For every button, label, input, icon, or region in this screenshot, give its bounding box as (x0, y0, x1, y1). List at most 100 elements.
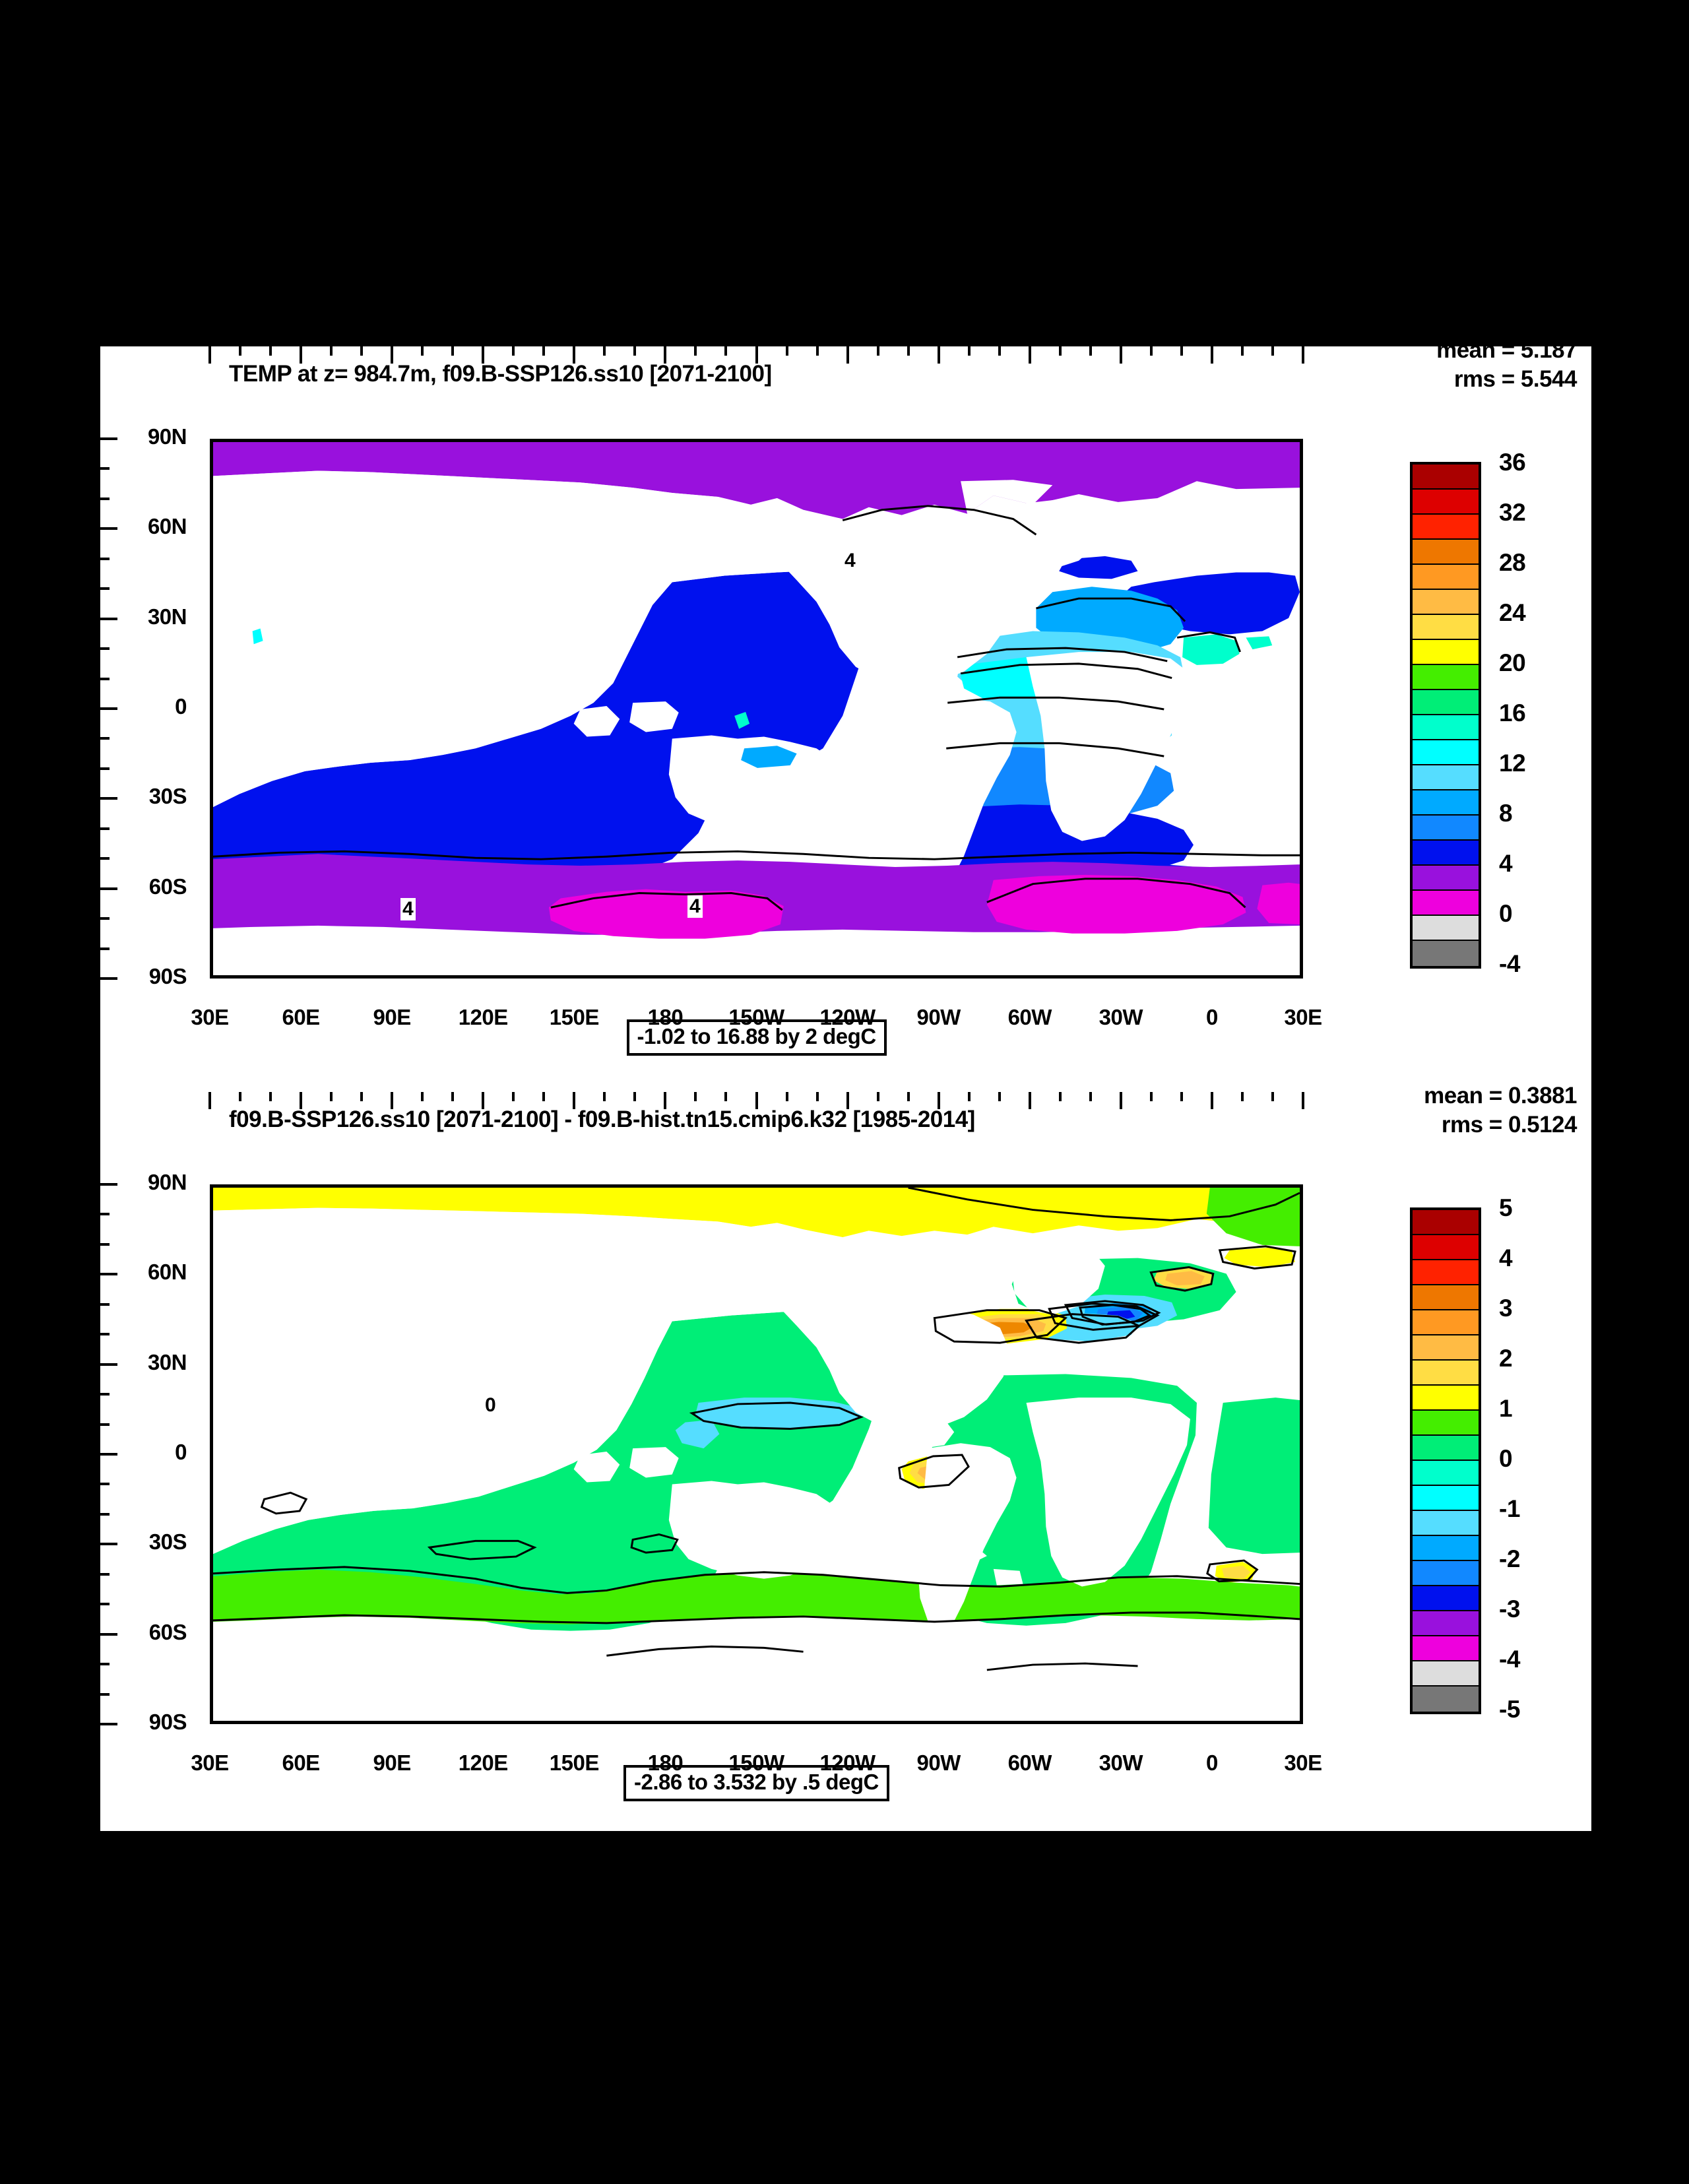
y-axis-label-1-6: 90S (148, 964, 187, 988)
x-tick-minor (239, 1092, 242, 1101)
x-tick-major (846, 1092, 849, 1109)
x-tick-minor (512, 346, 515, 356)
y-tick-minor (100, 737, 110, 740)
colorbar-tick-label: 8 (1499, 800, 1513, 827)
x-tick-minor (512, 1092, 515, 1101)
colorbar-segment (1413, 1210, 1479, 1235)
colorbar-segment (1413, 790, 1479, 816)
figure-sheet: TEMP at z= 984.7m, f09.B-SSP126.ss10 [20… (100, 337, 1591, 1831)
y-tick-minor (100, 767, 110, 770)
x-tick-minor (603, 346, 606, 356)
y-axis-label-2-5: 60S (148, 1619, 187, 1644)
x-tick-minor (876, 1092, 879, 1101)
x-tick-minor (542, 346, 546, 356)
x-tick-minor (1149, 346, 1153, 356)
y-tick-major (100, 437, 117, 440)
panel1-map (213, 442, 1300, 975)
y-tick-major (100, 1543, 117, 1546)
x-tick-minor (907, 346, 910, 356)
x-tick-minor (633, 1092, 637, 1101)
y-tick-minor (100, 827, 110, 830)
colorbar-segment (1413, 740, 1479, 765)
panel1-map-frame (210, 439, 1303, 979)
y-tick-major (100, 977, 117, 980)
colorbar-tick-label: 0 (1499, 900, 1513, 927)
panel2-colorbar (1410, 1207, 1481, 1714)
panel1-title: TEMP at z= 984.7m, f09.B-SSP126.ss10 [20… (229, 361, 772, 387)
x-tick-major (1302, 346, 1304, 364)
x-tick-major (208, 346, 211, 364)
x-tick-minor (694, 346, 697, 356)
y-tick-major (100, 1183, 117, 1186)
colorbar-segment (1413, 540, 1479, 565)
y-axis-label-1-2: 30N (147, 604, 187, 629)
colorbar-tick-label: 0 (1499, 1445, 1513, 1472)
y-axis-label-2-4: 30S (148, 1529, 187, 1555)
x-axis-label-1-10: 30W (1099, 1005, 1143, 1029)
colorbar-segment (1413, 1260, 1479, 1285)
y-tick-minor (100, 1333, 110, 1336)
colorbar-segment (1413, 841, 1479, 866)
colorbar-segment (1413, 1411, 1479, 1436)
y-axis-label-2-0: 90N (147, 1170, 187, 1194)
y-tick-minor (100, 857, 110, 860)
colorbar-tick-label: -4 (1499, 950, 1520, 977)
x-tick-major (664, 346, 667, 364)
colorbar-segment (1413, 816, 1479, 841)
x-tick-major (755, 346, 758, 364)
x-tick-minor (269, 1092, 272, 1101)
x-tick-minor (330, 346, 333, 356)
x-tick-minor (633, 346, 637, 356)
y-tick-major (100, 1723, 117, 1725)
x-tick-minor (1240, 346, 1244, 356)
x-axis-label-2-8: 90W (916, 1750, 961, 1775)
y-tick-minor (100, 1663, 110, 1666)
colorbar-segment (1413, 1536, 1479, 1561)
y-axis-label-2-3: 0 (175, 1440, 187, 1464)
x-tick-minor (967, 1092, 971, 1101)
x-axis-label-2-4: 150E (549, 1750, 600, 1775)
x-axis-label-1-2: 90E (373, 1005, 412, 1029)
x-axis-label-2-1: 60E (282, 1750, 320, 1775)
colorbar-segment (1413, 1686, 1479, 1712)
colorbar-segment (1413, 515, 1479, 540)
colorbar-segment (1413, 1561, 1479, 1586)
y-tick-major (100, 707, 117, 710)
colorbar-tick-label: 4 (1499, 850, 1513, 877)
colorbar-segment (1413, 1486, 1479, 1511)
panel1-rms: rms = 5.544 (1453, 366, 1577, 392)
x-tick-minor (451, 1092, 455, 1101)
x-tick-minor (1089, 346, 1092, 356)
x-tick-minor (330, 1092, 333, 1101)
y-tick-minor (100, 1213, 110, 1216)
panel1-contour-label-2: 4 (687, 895, 703, 918)
colorbar-tick-label: 28 (1499, 549, 1526, 576)
x-tick-major (1210, 346, 1213, 364)
y-tick-major (100, 887, 117, 890)
y-tick-major (100, 527, 117, 530)
colorbar-tick-label: 36 (1499, 449, 1526, 476)
colorbar-segment (1413, 1461, 1479, 1486)
y-tick-minor (100, 1302, 110, 1306)
y-axis-label-1-4: 30S (148, 784, 187, 809)
colorbar-tick-label: -1 (1499, 1495, 1520, 1522)
x-tick-minor (1089, 1092, 1092, 1101)
y-axis-label-2-6: 90S (148, 1710, 187, 1734)
y-tick-minor (100, 947, 110, 950)
colorbar-tick-label: 12 (1499, 750, 1526, 777)
x-axis-label-1-11: 0 (1205, 1005, 1218, 1029)
panel2-rms: rms = 0.5124 (1441, 1112, 1577, 1138)
colorbar-tick-label: 20 (1499, 649, 1526, 676)
x-tick-minor (998, 1092, 1001, 1101)
y-tick-minor (100, 1603, 110, 1606)
x-axis-label-2-5: 180 (647, 1750, 684, 1775)
x-axis-label-1-8: 90W (916, 1005, 961, 1029)
y-axis-label-1-1: 60N (147, 514, 187, 539)
x-tick-major (391, 346, 394, 364)
x-tick-minor (998, 346, 1001, 356)
x-tick-major (1210, 1092, 1213, 1109)
x-axis-label-1-7: 120W (819, 1005, 876, 1029)
x-tick-major (300, 346, 303, 364)
x-tick-minor (1180, 1092, 1183, 1101)
